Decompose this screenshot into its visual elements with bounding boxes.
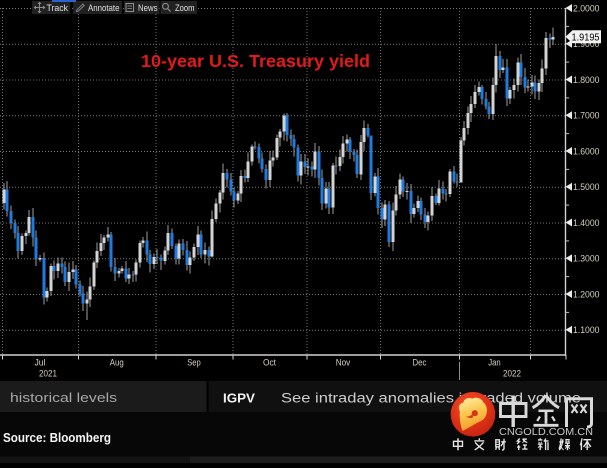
- svg-text:Zoom: Zoom: [175, 3, 195, 14]
- svg-text:2021: 2021: [39, 369, 57, 380]
- svg-text:1.9195: 1.9195: [572, 32, 600, 43]
- svg-text:1.5000: 1.5000: [573, 182, 600, 193]
- svg-text:1.9000: 1.9000: [573, 39, 600, 50]
- svg-text:IGPV: IGPV: [223, 391, 255, 406]
- svg-text:Track: Track: [47, 3, 69, 14]
- svg-text:1.8000: 1.8000: [573, 75, 600, 86]
- svg-text:2022: 2022: [503, 369, 521, 380]
- svg-text:Aug: Aug: [110, 358, 124, 369]
- svg-text:1.6000: 1.6000: [573, 146, 600, 157]
- svg-text:CNGOLD.COM.CN: CNGOLD.COM.CN: [499, 426, 593, 438]
- svg-text:2.0000: 2.0000: [573, 3, 600, 14]
- svg-text:historical levels: historical levels: [10, 390, 118, 405]
- svg-text:Sep: Sep: [187, 358, 201, 369]
- svg-text:1.7000: 1.7000: [573, 111, 600, 122]
- svg-text:Nov: Nov: [336, 358, 351, 369]
- svg-text:Oct: Oct: [263, 358, 276, 369]
- svg-text:See intraday anomalies in trad: See intraday anomalies in traded volume: [281, 391, 581, 406]
- svg-text:News: News: [138, 3, 158, 14]
- svg-text:1.2000: 1.2000: [573, 289, 600, 300]
- svg-text:Jul: Jul: [35, 358, 46, 369]
- svg-text:10-year U.S. Treasury yield: 10-year U.S. Treasury yield: [141, 51, 370, 71]
- svg-text:Annotate: Annotate: [88, 3, 120, 14]
- svg-text:Jan: Jan: [488, 358, 501, 369]
- svg-text:1.4000: 1.4000: [573, 218, 600, 229]
- svg-text:1.3000: 1.3000: [573, 254, 600, 265]
- svg-text:1.1000: 1.1000: [573, 325, 600, 336]
- svg-text:Dec: Dec: [413, 358, 427, 369]
- svg-text:Source: Bloomberg: Source: Bloomberg: [3, 431, 111, 445]
